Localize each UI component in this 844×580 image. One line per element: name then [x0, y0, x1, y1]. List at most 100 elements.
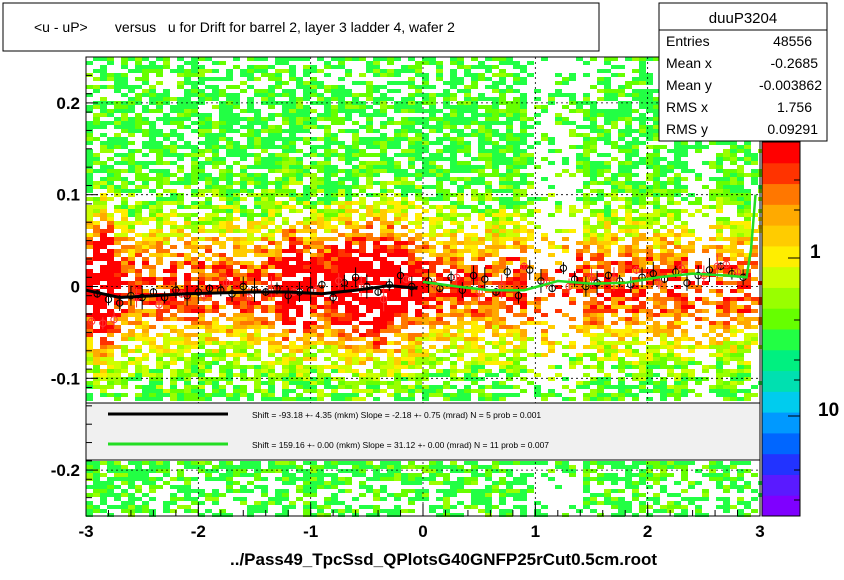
heatmap-cell	[149, 461, 156, 465]
heatmap-cell	[331, 209, 338, 213]
heatmap-cell	[345, 461, 352, 465]
heatmap-cell	[555, 485, 562, 489]
heatmap-cell	[618, 173, 625, 177]
heatmap-cell	[380, 257, 387, 261]
heatmap-cell	[121, 93, 128, 97]
heatmap-cell	[541, 137, 548, 141]
heatmap-cell	[128, 257, 135, 261]
heatmap-cell	[163, 253, 170, 257]
heatmap-cell	[499, 361, 506, 365]
heatmap-cell	[366, 301, 373, 305]
heatmap-cell	[135, 317, 142, 321]
heatmap-cell	[520, 141, 527, 145]
heatmap-cell	[296, 105, 303, 109]
heatmap-cell	[268, 73, 275, 77]
heatmap-cell	[163, 297, 170, 301]
heatmap-cell	[443, 465, 450, 469]
heatmap-cell	[457, 261, 464, 265]
heatmap-cell	[149, 337, 156, 341]
heatmap-cell	[289, 157, 296, 161]
heatmap-cell	[100, 357, 107, 361]
heatmap-cell	[408, 393, 415, 397]
heatmap-cell	[114, 249, 121, 253]
heatmap-cell	[429, 113, 436, 117]
heatmap-cell	[443, 313, 450, 317]
heatmap-cell	[212, 93, 219, 97]
heatmap-cell	[618, 465, 625, 469]
heatmap-cell	[142, 153, 149, 157]
heatmap-cell	[492, 225, 499, 229]
heatmap-cell	[422, 385, 429, 389]
heatmap-cell	[611, 393, 618, 397]
heatmap-cell	[149, 477, 156, 481]
heatmap-cell	[548, 241, 555, 245]
heatmap-cell	[415, 313, 422, 317]
heatmap-cell	[422, 493, 429, 497]
heatmap-cell	[310, 501, 317, 505]
heatmap-cell	[513, 277, 520, 281]
heatmap-cell	[380, 373, 387, 377]
heatmap-cell	[499, 345, 506, 349]
heatmap-cell	[163, 301, 170, 305]
heatmap-cell	[534, 353, 541, 357]
heatmap-cell	[352, 465, 359, 469]
heatmap-cell	[191, 81, 198, 85]
heatmap-cell	[401, 225, 408, 229]
heatmap-cell	[282, 297, 289, 301]
heatmap-cell	[310, 109, 317, 113]
heatmap-cell	[464, 169, 471, 173]
heatmap-cell	[429, 329, 436, 333]
heatmap-cell	[401, 173, 408, 177]
heatmap-cell	[583, 393, 590, 397]
heatmap-cell	[555, 261, 562, 265]
heatmap-cell	[100, 273, 107, 277]
heatmap-cell	[170, 369, 177, 373]
heatmap-cell	[436, 313, 443, 317]
heatmap-cell	[282, 249, 289, 253]
heatmap-cell	[275, 133, 282, 137]
heatmap-cell	[212, 125, 219, 129]
heatmap-cell	[282, 513, 289, 517]
heatmap-cell	[114, 153, 121, 157]
heatmap-cell	[520, 277, 527, 281]
heatmap-cell	[492, 105, 499, 109]
heatmap-cell	[338, 365, 345, 369]
heatmap-cell	[100, 257, 107, 261]
heatmap-cell	[373, 245, 380, 249]
heatmap-cell	[576, 361, 583, 365]
heatmap-cell	[415, 281, 422, 285]
heatmap-cell	[345, 193, 352, 197]
heatmap-cell	[429, 197, 436, 201]
heatmap-cell	[583, 397, 590, 401]
heatmap-cell	[317, 469, 324, 473]
heatmap-cell	[492, 321, 499, 325]
heatmap-cell	[436, 129, 443, 133]
heatmap-cell	[275, 85, 282, 89]
heatmap-cell	[247, 269, 254, 273]
heatmap-cell	[513, 113, 520, 117]
heatmap-cell	[464, 305, 471, 309]
heatmap-cell	[436, 333, 443, 337]
heatmap-cell	[492, 73, 499, 77]
heatmap-cell	[520, 269, 527, 273]
heatmap-cell	[233, 93, 240, 97]
heatmap-cell	[562, 461, 569, 465]
heatmap-cell	[506, 369, 513, 373]
heatmap-cell	[289, 365, 296, 369]
heatmap-cell	[121, 117, 128, 121]
heatmap-cell	[121, 121, 128, 125]
heatmap-cell	[240, 353, 247, 357]
heatmap-cell	[261, 269, 268, 273]
heatmap-cell	[198, 237, 205, 241]
heatmap-cell	[604, 153, 611, 157]
heatmap-cell	[247, 317, 254, 321]
heatmap-cell	[331, 377, 338, 381]
heatmap-cell	[296, 161, 303, 165]
heatmap-cell	[499, 189, 506, 193]
heatmap-cell	[457, 165, 464, 169]
heatmap-cell	[86, 161, 93, 165]
heatmap-cell	[254, 381, 261, 385]
heatmap-cell	[177, 233, 184, 237]
heatmap-cell	[366, 145, 373, 149]
heatmap-cell	[611, 177, 618, 181]
